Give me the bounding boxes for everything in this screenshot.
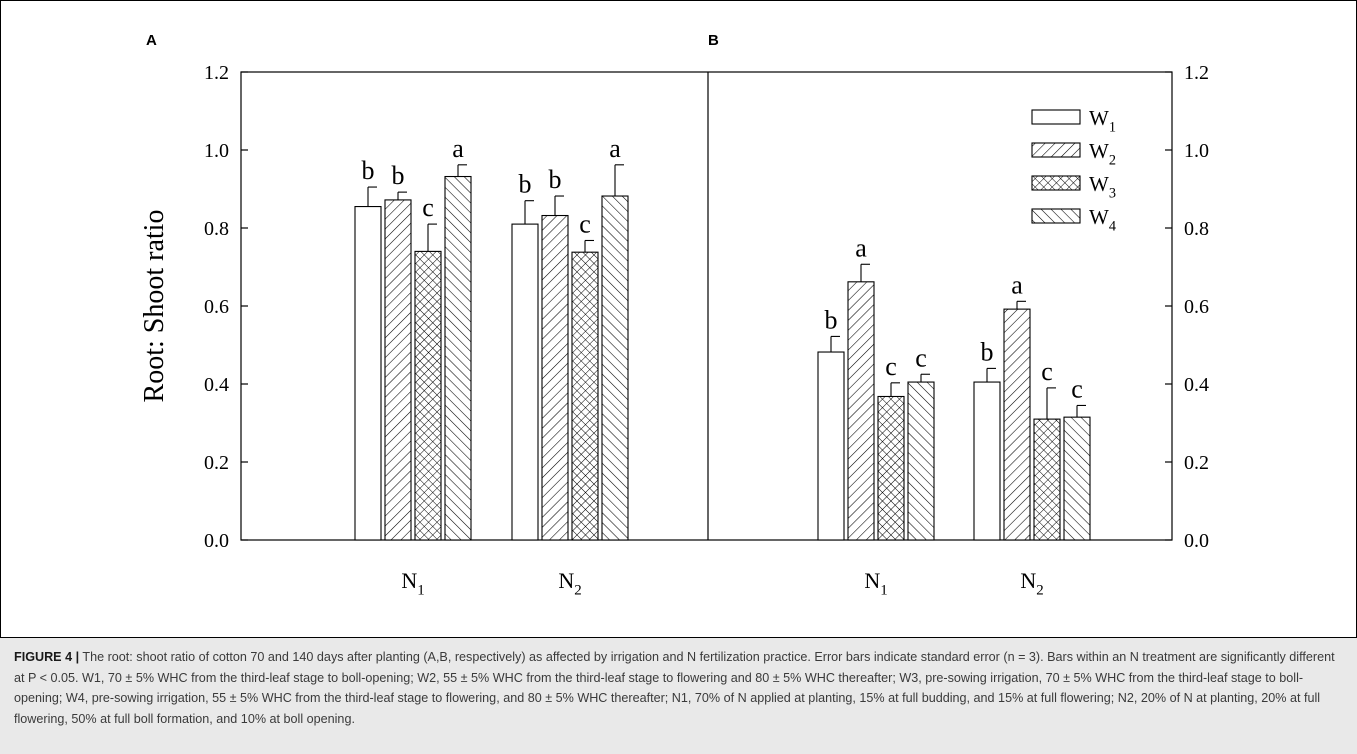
- y-tick-label-right: 0.0: [1184, 530, 1209, 552]
- significance-letter: a: [452, 134, 464, 163]
- significance-letter: b: [519, 170, 532, 199]
- legend-swatch-w2: [1031, 142, 1081, 158]
- y-tick-label-right: 0.4: [1184, 374, 1209, 396]
- bar-a-n2-w2: [541, 214, 569, 541]
- y-axis-label: Root: Shoot ratio: [139, 210, 170, 403]
- significance-letter: a: [1011, 270, 1023, 299]
- significance-letter: c: [1041, 357, 1053, 386]
- legend-label-w2: W2: [1089, 139, 1116, 168]
- significance-letter: b: [392, 161, 405, 190]
- bar-a-n1-w1: [354, 206, 382, 541]
- y-tick-label-left: 1.0: [204, 140, 229, 162]
- bar-b-n1-w2: [847, 281, 875, 541]
- significance-letter: c: [885, 352, 897, 381]
- bar-b-n2-w4: [1063, 416, 1091, 541]
- significance-letter: b: [549, 165, 562, 194]
- legend-label-w4: W4: [1089, 205, 1116, 234]
- figure-caption: FIGURE 4 | The root: shoot ratio of cott…: [14, 647, 1344, 729]
- bar-a-n2-w3: [571, 251, 599, 541]
- bar-chart: 0.0 0.0 0.2 0.2 0.4 0.4 0.6 0.6 0.8 0.8 1.0 1.0 1.2 1…: [139, 32, 1209, 599]
- significance-letter: c: [422, 193, 434, 222]
- significance-letter: c: [915, 343, 927, 372]
- bar-a-n2-w1: [511, 223, 539, 541]
- y-tick-label-left: 0.0: [204, 530, 229, 552]
- significance-letter: b: [362, 156, 375, 185]
- bar-b-n1-w1: [817, 351, 845, 541]
- x-category-label: N1: [864, 568, 887, 599]
- y-tick-label-right: 1.0: [1184, 140, 1209, 162]
- x-category-label: N2: [558, 568, 581, 599]
- y-tick-label-left: 0.4: [204, 374, 229, 396]
- x-category-label: N2: [1020, 568, 1043, 599]
- legend-label-w1: W1: [1089, 106, 1116, 135]
- legend-swatch-w4: [1031, 208, 1081, 224]
- bar-a-n1-w2: [384, 199, 412, 541]
- x-category-label: N1: [401, 568, 424, 599]
- y-tick-label-left: 0.8: [204, 218, 229, 240]
- legend-swatch-w3: [1031, 175, 1081, 191]
- y-tick-label-left: 1.2: [204, 62, 229, 84]
- significance-letter: a: [855, 233, 867, 262]
- caption-label: FIGURE 4 |: [14, 650, 80, 664]
- y-tick-label-right: 0.2: [1184, 452, 1209, 474]
- y-tick-label-left: 0.2: [204, 452, 229, 474]
- bar-b-n1-w3: [877, 395, 905, 541]
- y-tick-label-right: 0.8: [1184, 218, 1209, 240]
- significance-letter: a: [609, 134, 621, 163]
- bar-a-n1-w4: [444, 175, 472, 541]
- bar-b-n2-w1: [973, 381, 1001, 541]
- bar-b-n2-w3: [1033, 418, 1061, 541]
- significance-letter: c: [579, 209, 591, 238]
- legend-swatch-w1: [1031, 109, 1081, 125]
- y-tick-label-right: 1.2: [1184, 62, 1209, 84]
- significance-letter: c: [1071, 374, 1083, 403]
- panel-label-a: A: [146, 32, 157, 49]
- bar-b-n2-w2: [1003, 308, 1031, 541]
- bar-b-n1-w4: [907, 381, 935, 541]
- legend-label-w3: W3: [1089, 172, 1116, 201]
- y-tick-label-left: 0.6: [204, 296, 229, 318]
- significance-letter: b: [825, 305, 838, 334]
- significance-letter: b: [981, 337, 994, 366]
- caption-text: The root: shoot ratio of cotton 70 and 1…: [14, 650, 1335, 726]
- bar-a-n2-w4: [601, 195, 629, 541]
- y-tick-label-right: 0.6: [1184, 296, 1209, 318]
- caption-box: FIGURE 4 | The root: shoot ratio of cott…: [0, 637, 1357, 754]
- bar-a-n1-w3: [414, 250, 442, 541]
- panel-label-b: B: [708, 32, 719, 49]
